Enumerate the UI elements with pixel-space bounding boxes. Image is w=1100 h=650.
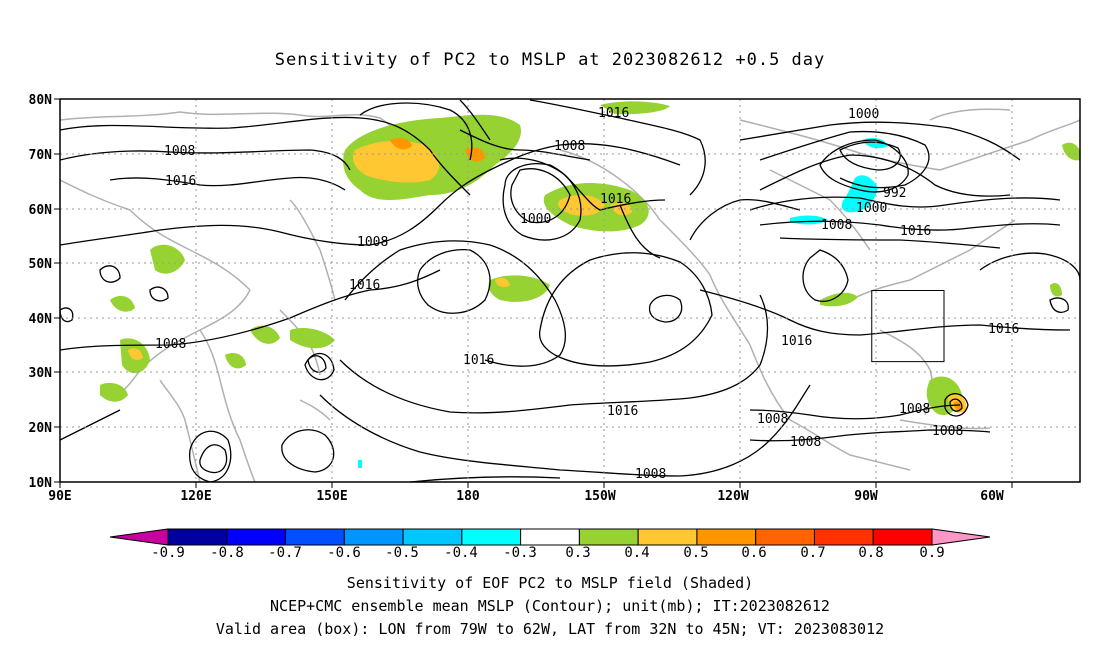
contour-label: 1016 — [600, 192, 631, 207]
colorbar-swatch — [813, 528, 874, 546]
lat-label: 30N — [29, 366, 53, 381]
colorbar-high-triangle — [931, 528, 991, 546]
colorbar-swatch — [343, 528, 404, 546]
contour-label: 1016 — [349, 278, 380, 293]
grid — [60, 99, 1080, 482]
colorbar-swatch — [461, 528, 522, 546]
map-plot: 1016 1008 1016 1008 1016 1000 1008 1016 … — [29, 93, 1081, 560]
colorbar: -0.9 -0.8 -0.7 -0.6 -0.5 -0.4 -0.3 0.3 0… — [109, 528, 991, 560]
contour-label: 1000 — [856, 201, 887, 216]
colorbar-swatch — [520, 528, 580, 546]
colorbar-label: -0.5 — [385, 545, 419, 560]
colorbar-label: 0.5 — [683, 545, 708, 560]
contour-label: 1016 — [988, 322, 1019, 337]
colorbar-swatch — [872, 528, 933, 546]
colorbar-swatch — [226, 528, 287, 546]
contour-label: 1008 — [932, 424, 963, 439]
colorbar-low-triangle — [109, 528, 169, 546]
sensitivity-shading — [100, 101, 1080, 468]
contour-label: 992 — [883, 186, 906, 201]
contour-label: 1008 — [635, 467, 666, 482]
contour-label: 1008 — [899, 402, 930, 417]
colorbar-label: -0.6 — [327, 545, 361, 560]
contour-label: 1008 — [155, 337, 186, 352]
colorbar-swatch — [637, 528, 698, 546]
contour-label: 1008 — [164, 144, 195, 159]
colorbar-label: 0.7 — [800, 545, 825, 560]
colorbar-label: 0.8 — [858, 545, 883, 560]
lon-label: 150E — [316, 489, 347, 504]
colorbar-label: -0.7 — [268, 545, 302, 560]
valid-area-box — [871, 290, 945, 363]
lat-label: 10N — [29, 476, 53, 491]
contour-label: 1016 — [607, 404, 638, 419]
contour-label: 1008 — [757, 412, 788, 427]
contour-labels: 1016 1008 1016 1008 1016 1000 1008 1016 … — [155, 106, 1019, 482]
colorbar-swatch — [285, 528, 345, 546]
lon-label: 120E — [180, 489, 211, 504]
lon-label: 60W — [980, 489, 1004, 504]
colorbar-label: -0.3 — [503, 545, 537, 560]
lat-label: 70N — [29, 148, 53, 163]
map-frame — [59, 98, 1081, 483]
contour-label: 1016 — [463, 353, 494, 368]
contour-label: 1008 — [821, 218, 852, 233]
colorbar-swatch — [402, 528, 463, 546]
mslp-contours — [60, 99, 1080, 482]
caption-contour: NCEP+CMC ensemble mean MSLP (Contour); u… — [270, 597, 830, 615]
contour-label: 1008 — [790, 435, 821, 450]
contour-label: 1000 — [520, 212, 551, 227]
colorbar-label: -0.9 — [151, 545, 185, 560]
lat-label: 60N — [29, 203, 53, 218]
colorbar-label: 0.4 — [624, 545, 649, 560]
lon-label: 120W — [717, 489, 748, 504]
lat-label: 80N — [29, 93, 53, 108]
colorbar-swatch — [696, 528, 757, 546]
colorbar-label: -0.4 — [444, 545, 478, 560]
lon-label: 150W — [584, 489, 615, 504]
lon-label: 90W — [854, 489, 878, 504]
colorbar-label: 0.6 — [741, 545, 766, 560]
contour-label: 1016 — [900, 224, 931, 239]
latitude-axis: 80N 70N 60N 50N 40N 30N 20N 10N — [29, 93, 60, 491]
lon-label: 180 — [456, 489, 480, 504]
colorbar-label: 0.3 — [565, 545, 590, 560]
caption-shading: Sensitivity of EOF PC2 to MSLP field (Sh… — [346, 574, 754, 592]
colorbar-swatch — [167, 528, 228, 546]
longitude-axis: 90E 120E 150E 180 150W 120W 90W 60W — [48, 482, 1013, 504]
lon-label: 90E — [48, 489, 71, 504]
lat-label: 50N — [29, 257, 53, 272]
contour-label: 1000 — [848, 107, 879, 122]
contour-label: 1008 — [357, 235, 388, 250]
lat-label: 40N — [29, 312, 53, 327]
colorbar-swatch — [578, 528, 639, 546]
colorbar-label: -0.8 — [210, 545, 244, 560]
colorbar-label: 0.9 — [919, 545, 944, 560]
caption-valid-area: Valid area (box): LON from 79W to 62W, L… — [215, 620, 885, 638]
contour-label: 1016 — [165, 174, 196, 189]
colorbar-swatch — [755, 528, 815, 546]
contour-label: 1016 — [781, 334, 812, 349]
lat-label: 20N — [29, 421, 53, 436]
contour-label: 1016 — [598, 106, 629, 121]
plot-title: Sensitivity of PC2 to MSLP at 2023082612… — [274, 50, 826, 70]
contour-label: 1008 — [554, 139, 585, 154]
